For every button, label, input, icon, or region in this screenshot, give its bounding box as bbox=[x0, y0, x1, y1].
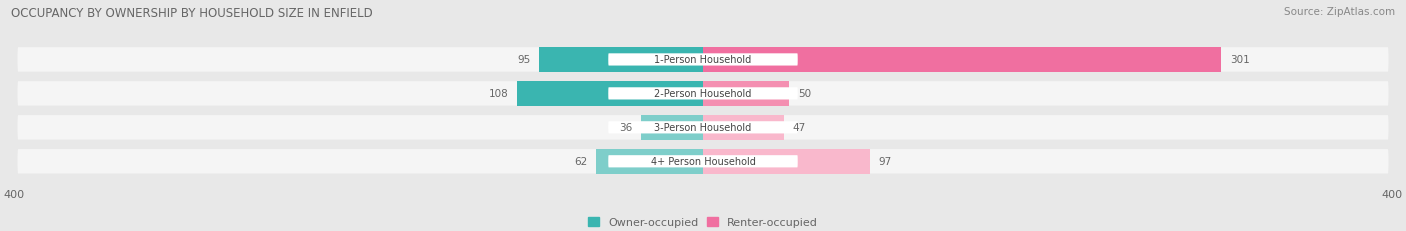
FancyBboxPatch shape bbox=[609, 122, 797, 134]
Bar bbox=[703, 116, 785, 140]
Text: 95: 95 bbox=[517, 55, 531, 65]
Bar bbox=[596, 149, 703, 174]
FancyBboxPatch shape bbox=[609, 88, 797, 100]
Text: 1-Person Household: 1-Person Household bbox=[654, 55, 752, 65]
Legend: Owner-occupied, Renter-occupied: Owner-occupied, Renter-occupied bbox=[588, 217, 818, 227]
Bar bbox=[703, 48, 1222, 72]
Text: 36: 36 bbox=[619, 123, 633, 133]
Text: 2-Person Household: 2-Person Household bbox=[654, 89, 752, 99]
Text: 62: 62 bbox=[575, 157, 588, 167]
FancyBboxPatch shape bbox=[17, 48, 1389, 72]
Text: 97: 97 bbox=[879, 157, 891, 167]
FancyBboxPatch shape bbox=[17, 82, 1389, 106]
Bar bbox=[540, 48, 703, 72]
FancyBboxPatch shape bbox=[609, 54, 797, 66]
FancyBboxPatch shape bbox=[17, 116, 1389, 140]
Bar bbox=[517, 82, 703, 106]
Text: Source: ZipAtlas.com: Source: ZipAtlas.com bbox=[1284, 7, 1395, 17]
Text: 4+ Person Household: 4+ Person Household bbox=[651, 157, 755, 167]
Text: 3-Person Household: 3-Person Household bbox=[654, 123, 752, 133]
Text: 50: 50 bbox=[797, 89, 811, 99]
FancyBboxPatch shape bbox=[17, 149, 1389, 174]
Text: OCCUPANCY BY OWNERSHIP BY HOUSEHOLD SIZE IN ENFIELD: OCCUPANCY BY OWNERSHIP BY HOUSEHOLD SIZE… bbox=[11, 7, 373, 20]
Text: 47: 47 bbox=[793, 123, 806, 133]
Bar bbox=[641, 116, 703, 140]
Bar bbox=[703, 149, 870, 174]
FancyBboxPatch shape bbox=[609, 155, 797, 168]
Text: 108: 108 bbox=[489, 89, 509, 99]
Bar bbox=[703, 82, 789, 106]
Text: 301: 301 bbox=[1230, 55, 1250, 65]
